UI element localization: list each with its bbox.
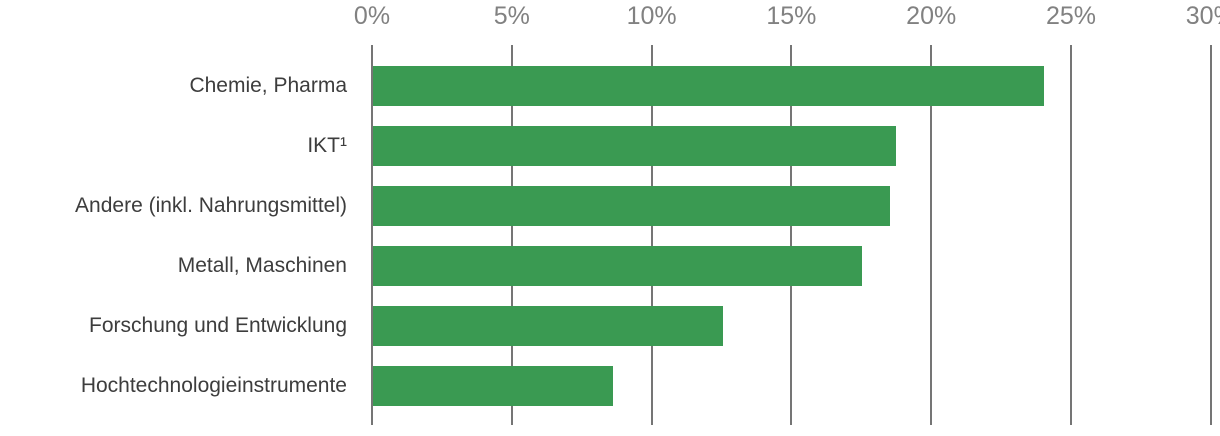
category-label: Hochtechnologieinstrumente	[80, 374, 347, 397]
bar	[373, 126, 896, 166]
bar	[373, 306, 723, 346]
gridline	[930, 45, 933, 425]
gridline	[650, 45, 653, 425]
bar	[373, 246, 863, 286]
gridline	[790, 45, 793, 425]
bar	[373, 366, 614, 406]
gridline	[510, 45, 513, 425]
gridline	[1070, 45, 1072, 425]
category-label: IKT¹	[307, 134, 347, 157]
x-axis-tick-label: 10%	[626, 2, 677, 30]
x-axis-tick-label: 20%	[906, 2, 957, 30]
gridline	[1209, 45, 1212, 425]
category-label: Andere (inkl. Nahrungsmittel)	[75, 194, 347, 217]
x-axis-tick-label: 25%	[1045, 2, 1097, 30]
bar	[373, 66, 1045, 106]
x-axis-tick-label: 0%	[353, 2, 391, 30]
bar	[373, 186, 891, 226]
gridline	[371, 45, 373, 425]
category-label: Chemie, Pharma	[189, 74, 347, 97]
x-axis-tick-label: 5%	[493, 2, 530, 30]
category-label: Forschung und Entwicklung	[89, 314, 347, 337]
x-axis-tick-label: 30%	[1185, 2, 1220, 30]
category-label: Metall, Maschinen	[177, 254, 347, 277]
x-axis-tick-label: 15%	[766, 2, 817, 30]
